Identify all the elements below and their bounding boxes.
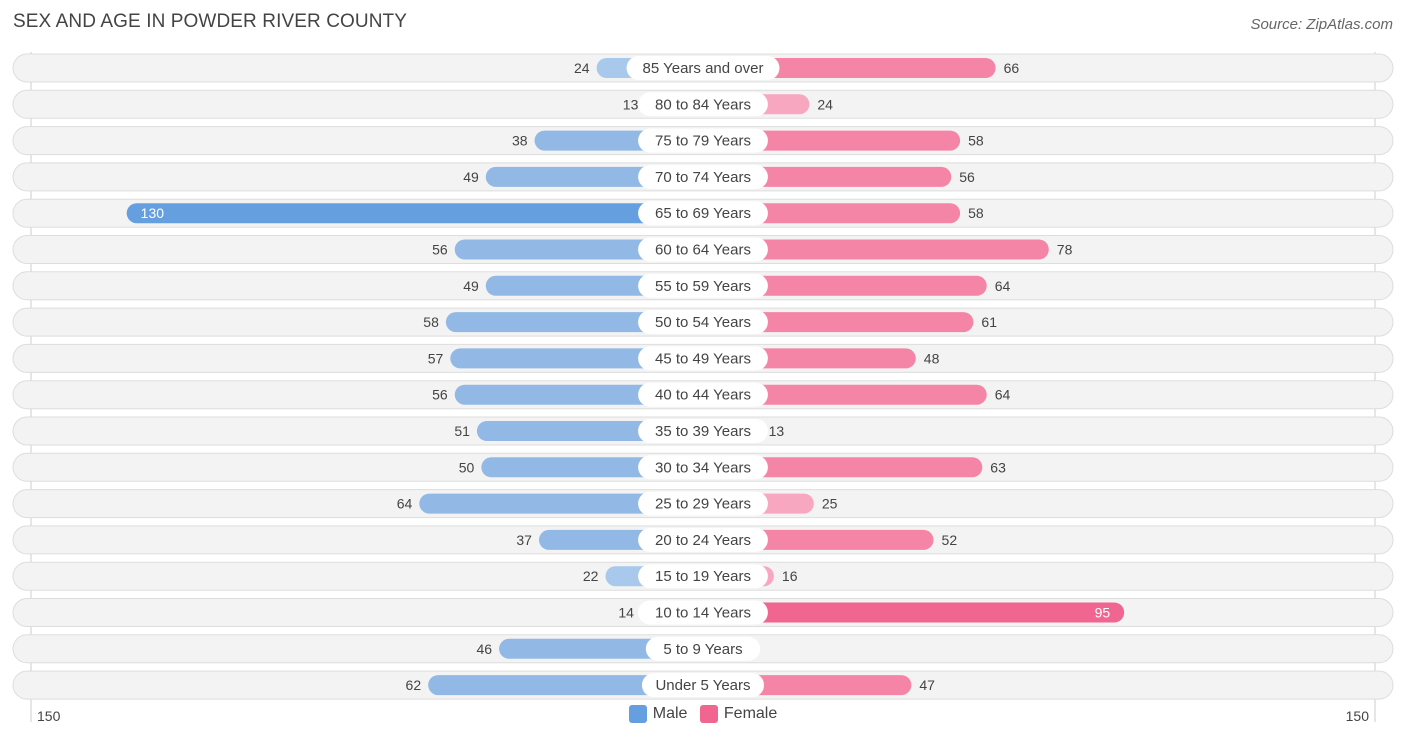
category-pill: [638, 382, 768, 407]
chart-title: SEX AND AGE IN POWDER RIVER COUNTY: [13, 11, 408, 32]
category-label: 85 Years and over: [643, 60, 764, 77]
female-value-label: 66: [1004, 60, 1020, 76]
female-bar: [703, 457, 983, 478]
legend-item-male[interactable]: Male: [628, 705, 688, 723]
category-pill: [638, 419, 768, 443]
category-label: Under 5 Years: [655, 677, 750, 694]
category-pill: [638, 92, 768, 117]
male-bar: [428, 675, 703, 696]
category-pill: [638, 237, 768, 262]
male-swatch-icon: [628, 705, 647, 723]
category-label: 50 to 54 Years: [655, 314, 751, 331]
category-label: 40 to 44 Years: [655, 387, 751, 404]
category-pill: [638, 164, 768, 189]
category-label: 25 to 29 Years: [655, 496, 751, 513]
category-label: 30 to 34 Years: [655, 459, 751, 476]
legend-female-label: Female: [723, 705, 778, 722]
category-pill: [638, 455, 768, 480]
category-label: 15 to 19 Years: [655, 568, 751, 585]
male-value-label: 14: [618, 605, 634, 621]
category-pill: [638, 491, 768, 516]
female-value-label: 16: [782, 568, 798, 584]
axis-right-tick-label: 150: [1346, 708, 1370, 724]
female-swatch-icon: [699, 705, 718, 723]
legend: Male Female: [0, 705, 1406, 728]
male-value-label: 58: [423, 314, 439, 330]
legend-male-label: Male: [652, 705, 688, 722]
category-label: 45 to 49 Years: [655, 350, 751, 367]
female-bar: [703, 130, 961, 151]
male-value-label: 13: [623, 96, 639, 112]
female-value-label: 78: [1057, 242, 1073, 258]
male-value-label: 49: [463, 169, 479, 185]
female-value-label: 61: [981, 314, 997, 330]
category-pill: [645, 636, 761, 661]
female-value-label: 47: [919, 677, 935, 693]
category-label: 10 to 14 Years: [655, 605, 751, 622]
category-label: 75 to 79 Years: [655, 133, 751, 150]
female-value-label: 48: [924, 350, 940, 366]
female-bar: [703, 602, 1125, 623]
female-bar: [703, 239, 1049, 260]
female-value-label: 24: [817, 96, 833, 112]
male-bar: [419, 493, 703, 514]
female-value-label: 25: [822, 496, 838, 512]
female-bar: [703, 384, 987, 405]
female-value-label: 58: [968, 133, 984, 149]
male-value-label: 64: [397, 496, 413, 512]
female-value-label: 13: [769, 423, 785, 439]
female-bar: [703, 312, 974, 333]
female-value-label: 64: [995, 387, 1011, 403]
category-pill: [641, 673, 765, 698]
male-value-label: 37: [516, 532, 532, 548]
category-label: 35 to 39 Years: [655, 423, 751, 440]
male-value-label: 50: [459, 459, 475, 475]
male-value-label: 56: [432, 242, 448, 258]
category-label: 80 to 84 Years: [655, 96, 751, 113]
male-value-label: 46: [476, 641, 492, 657]
category-pill: [638, 273, 768, 298]
category-pill: [638, 201, 768, 226]
category-pill: [626, 56, 780, 80]
male-value-label: 38: [512, 133, 528, 149]
legend-item-female[interactable]: Female: [699, 705, 778, 723]
female-value-label: 95: [1095, 605, 1111, 621]
male-bar: [126, 203, 703, 224]
male-bar: [445, 312, 703, 333]
male-value-label: 51: [454, 423, 470, 439]
category-label: 60 to 64 Years: [655, 242, 751, 259]
category-pill: [638, 310, 768, 335]
male-value-label: 62: [406, 677, 422, 693]
female-value-label: 58: [968, 205, 984, 221]
axis-left-tick-label: 150: [37, 708, 61, 724]
male-value-label: 49: [463, 278, 479, 294]
female-value-label: 64: [995, 278, 1011, 294]
male-value-label: 57: [428, 350, 444, 366]
category-pill: [638, 128, 768, 153]
male-value-label: 56: [432, 387, 448, 403]
category-pill: [638, 564, 768, 589]
category-pill: [638, 346, 768, 371]
source-note: Source: ZipAtlas.com: [1250, 16, 1393, 33]
male-value-label: 24: [574, 60, 590, 76]
category-pill: [638, 527, 768, 552]
male-value-label: 130: [141, 205, 165, 221]
female-value-label: 63: [990, 459, 1006, 475]
category-label: 70 to 74 Years: [655, 169, 751, 186]
category-label: 20 to 24 Years: [655, 532, 751, 549]
female-value-label: 52: [942, 532, 958, 548]
male-value-label: 22: [583, 568, 599, 584]
female-bar: [703, 275, 987, 296]
category-label: 65 to 69 Years: [655, 205, 751, 222]
female-bar: [703, 203, 961, 224]
category-pill: [638, 600, 768, 625]
category-label: 55 to 59 Years: [655, 278, 751, 295]
female-value-label: 56: [959, 169, 975, 185]
category-label: 5 to 9 Years: [663, 641, 742, 658]
